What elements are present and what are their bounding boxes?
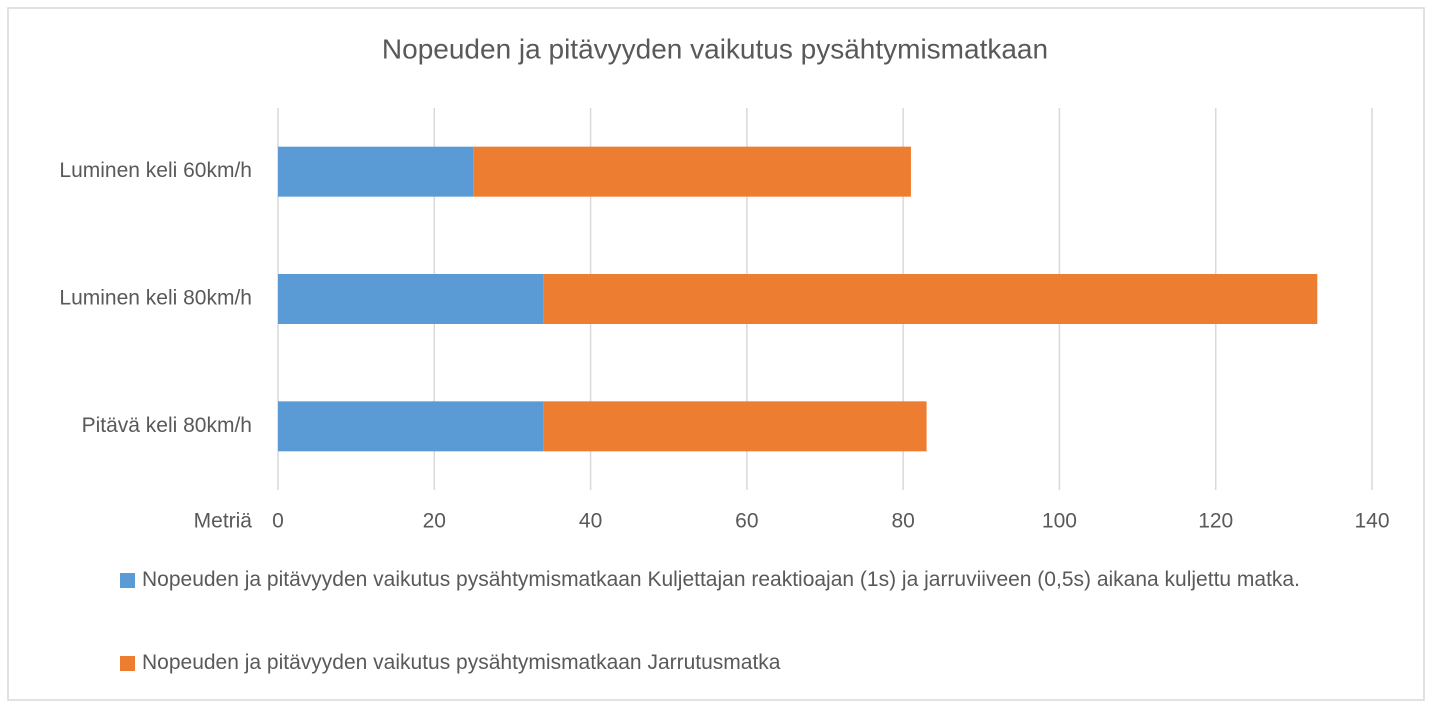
x-axis-label: Metriä: [194, 510, 253, 533]
y-tick-label: Pitävä keli 80km/h: [82, 414, 252, 437]
bar-segment: [543, 401, 927, 452]
bar-segment: [278, 146, 474, 197]
x-tick-label: 20: [423, 510, 446, 533]
x-tick-label: 0: [272, 510, 284, 533]
x-tick-label: 100: [1042, 510, 1077, 533]
legend-label: Nopeuden ja pitävyyden vaikutus pysähtym…: [142, 568, 1300, 591]
bar-segment: [278, 274, 544, 324]
bar-segment: [473, 146, 911, 197]
legend-swatch: [120, 573, 135, 588]
x-tick-label: 40: [579, 510, 602, 533]
bar-segment: [278, 401, 544, 452]
legend-swatch: [120, 656, 135, 671]
chart-title: Nopeuden ja pitävyyden vaikutus pysähtym…: [382, 33, 1048, 64]
x-tick-label: 140: [1354, 510, 1389, 533]
chart-frame: [7, 7, 1425, 701]
x-tick-label: 120: [1198, 510, 1233, 533]
bar-segment: [543, 274, 1318, 324]
y-tick-label: Luminen keli 60km/h: [59, 159, 252, 182]
legend-label: Nopeuden ja pitävyyden vaikutus pysähtym…: [142, 651, 781, 674]
x-tick-label: 80: [891, 510, 914, 533]
x-tick-label: 60: [735, 510, 758, 533]
y-tick-label: Luminen keli 80km/h: [59, 287, 252, 310]
